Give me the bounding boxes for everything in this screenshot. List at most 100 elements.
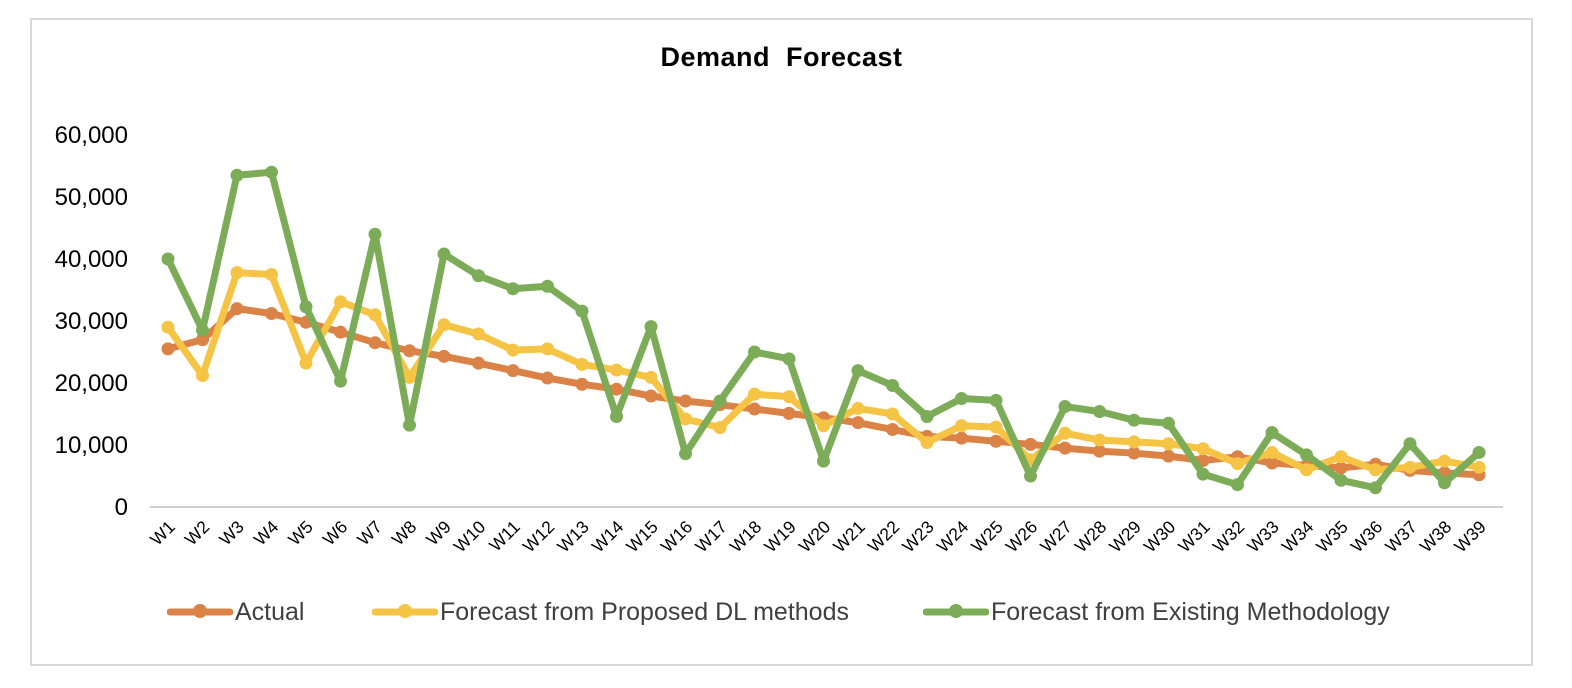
x-axis-tick-label: W24 bbox=[933, 516, 973, 556]
series-actual-point bbox=[1334, 461, 1348, 475]
series-existing-methodology-point bbox=[368, 227, 382, 241]
x-axis-tick-label: W36 bbox=[1347, 517, 1387, 557]
series-proposed-dl-point bbox=[920, 436, 934, 450]
series-proposed-dl-point bbox=[1403, 460, 1417, 474]
series-proposed-dl-point bbox=[782, 390, 796, 404]
series-proposed-dl-point bbox=[1472, 460, 1486, 474]
x-axis-tick-label: W6 bbox=[319, 517, 352, 550]
x-axis-tick-label: W26 bbox=[1002, 517, 1042, 557]
x-axis-tick-label: W27 bbox=[1036, 517, 1076, 557]
series-proposed-dl-point bbox=[403, 370, 416, 384]
series-proposed-dl-point bbox=[817, 419, 830, 433]
series-proposed-dl-point bbox=[1300, 463, 1313, 477]
x-axis-tick-label: W14 bbox=[588, 516, 628, 556]
series-existing-methodology-point bbox=[1300, 448, 1313, 462]
series-proposed-dl-point bbox=[472, 327, 485, 341]
series-actual-line bbox=[164, 305, 1483, 479]
series-existing-methodology-point bbox=[851, 364, 865, 378]
series-actual-point bbox=[955, 431, 968, 445]
x-axis-tick-label: W31 bbox=[1174, 517, 1214, 557]
series-existing-methodology-point bbox=[955, 392, 968, 405]
x-axis-tick-label: W33 bbox=[1243, 517, 1283, 557]
series-proposed-dl-point bbox=[1127, 435, 1141, 449]
series-actual-point bbox=[575, 377, 589, 391]
series-existing-methodology-point bbox=[541, 279, 554, 293]
chart-title: Demand Forecast bbox=[660, 42, 903, 72]
series-proposed-dl-point bbox=[299, 356, 313, 370]
x-axis-tick-label: W10 bbox=[450, 516, 490, 556]
series-actual-point bbox=[679, 394, 692, 408]
y-axis-tick-label: 60,000 bbox=[55, 122, 128, 149]
series-existing-methodology-point bbox=[299, 300, 313, 314]
series-existing-methodology-point bbox=[1058, 400, 1072, 414]
series-proposed-dl-point bbox=[1265, 445, 1279, 459]
x-axis-tick-label: W16 bbox=[657, 517, 697, 557]
x-axis-tick-label: W29 bbox=[1105, 517, 1145, 557]
x-axis-tick-label: W39 bbox=[1450, 517, 1490, 557]
series-proposed-dl-point bbox=[1162, 437, 1175, 451]
series-actual-point bbox=[989, 434, 1003, 448]
series-proposed-dl-point bbox=[1369, 463, 1382, 477]
series-existing-methodology-point bbox=[230, 168, 244, 182]
y-axis-tick-label: 30,000 bbox=[55, 308, 128, 335]
series-actual-point bbox=[1127, 446, 1141, 460]
series-existing-methodology-point bbox=[403, 418, 416, 432]
x-axis-tick-label: W30 bbox=[1140, 516, 1180, 556]
series-existing-methodology-point bbox=[1024, 469, 1037, 483]
series-actual-point bbox=[161, 342, 175, 356]
series-existing-methodology-point bbox=[1369, 481, 1382, 495]
x-axis-tick-label: W35 bbox=[1312, 517, 1352, 557]
series-existing-methodology-point bbox=[1127, 413, 1141, 427]
series-actual-point bbox=[782, 406, 796, 420]
series-existing-methodology-point bbox=[196, 323, 209, 337]
series-proposed-dl-point bbox=[265, 268, 278, 281]
series-proposed-dl-point bbox=[575, 357, 589, 371]
series-proposed-dl-point bbox=[437, 318, 451, 332]
series-existing-methodology-point bbox=[437, 247, 451, 261]
series-existing-methodology-point bbox=[334, 374, 347, 388]
x-axis-tick-label: W2 bbox=[181, 517, 214, 550]
x-axis-tick-label: W4 bbox=[250, 516, 283, 549]
series-existing-methodology-point bbox=[679, 447, 692, 461]
x-axis-tick-label: W8 bbox=[388, 517, 421, 550]
series-existing-methodology-point bbox=[920, 409, 934, 423]
series-proposed-dl-point bbox=[610, 363, 623, 377]
series-actual-point bbox=[506, 364, 520, 378]
x-axis-tick-label: W28 bbox=[1071, 517, 1111, 557]
x-axis-tick-label: W38 bbox=[1416, 517, 1456, 557]
series-proposed-dl-point bbox=[1196, 442, 1210, 456]
series-actual-point bbox=[1162, 449, 1175, 463]
series-proposed-dl-point bbox=[1231, 457, 1244, 471]
series-proposed-dl-point bbox=[196, 369, 209, 383]
series-existing-methodology-point bbox=[1265, 426, 1279, 440]
series-proposed-dl-point bbox=[368, 308, 382, 322]
series-actual-point bbox=[230, 302, 244, 316]
series-existing-methodology-point bbox=[782, 352, 796, 366]
series-proposed-dl-point bbox=[955, 419, 968, 433]
series-proposed-dl-point bbox=[334, 295, 347, 309]
x-axis-tick-label: W25 bbox=[967, 517, 1007, 557]
series-proposed-dl-point bbox=[748, 387, 761, 401]
x-axis-tick-label: W18 bbox=[726, 517, 766, 557]
x-axis-tick-label: W32 bbox=[1209, 517, 1249, 557]
series-proposed-dl-point bbox=[1058, 426, 1072, 440]
x-axis-tick-label: W23 bbox=[898, 517, 938, 557]
series-existing-methodology-point bbox=[1162, 416, 1175, 430]
x-axis-tick-label: W1 bbox=[146, 517, 179, 550]
series-actual-point bbox=[644, 389, 658, 403]
series-existing-methodology-point bbox=[748, 345, 761, 359]
series-actual-point bbox=[265, 307, 278, 321]
series-proposed-dl-point bbox=[541, 342, 554, 356]
x-axis-tick-label: W17 bbox=[691, 517, 731, 557]
x-axis-tick-label: W21 bbox=[829, 517, 869, 557]
series-actual-point bbox=[541, 371, 554, 385]
series-actual-point bbox=[1093, 444, 1106, 458]
series-existing-methodology-point bbox=[506, 282, 520, 296]
x-axis-tick-label: W11 bbox=[485, 517, 524, 556]
series-actual-point bbox=[851, 416, 865, 430]
y-axis-tick-label: 0 bbox=[115, 494, 128, 521]
series-actual-point bbox=[437, 349, 451, 363]
series-existing-methodology-point bbox=[989, 393, 1003, 407]
series-existing-methodology-point bbox=[472, 269, 485, 283]
